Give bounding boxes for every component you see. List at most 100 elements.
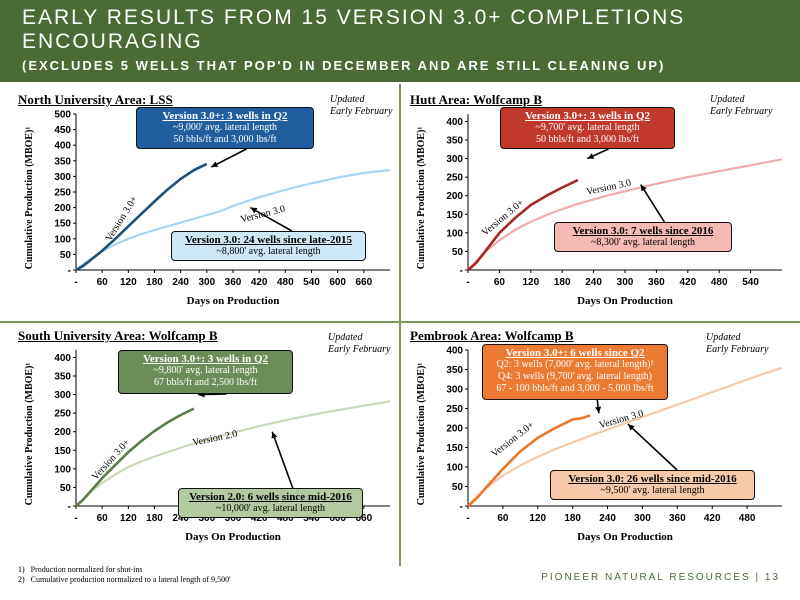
callout-arrow bbox=[640, 184, 666, 223]
x-tick-label: 480 bbox=[277, 277, 294, 288]
x-tick-label: 420 bbox=[679, 277, 696, 288]
y-tick-label: 250 bbox=[54, 188, 71, 199]
chart-svg: - 50 100 150 200 250 300 350 400 - 60 120 180 240 300 3… bbox=[416, 114, 783, 307]
y-tick-label: - bbox=[68, 266, 71, 277]
series-label: Version 3.0+ bbox=[489, 419, 536, 459]
x-tick-label: 240 bbox=[172, 277, 189, 288]
panel-title: Hutt Area: Wolfcamp B bbox=[410, 92, 543, 107]
updated-note: Updated Early February bbox=[706, 332, 769, 355]
y-tick-label: 50 bbox=[60, 250, 72, 261]
panel-hutt: Hutt Area: Wolfcamp B Updated Early Febru… bbox=[410, 92, 800, 324]
callout-line: ~8,800' avg. lateral length bbox=[216, 246, 321, 257]
x-tick-label: 60 bbox=[494, 277, 506, 288]
callout-line: ~10,000' avg. lateral length bbox=[215, 503, 326, 514]
x-tick-label: 420 bbox=[704, 513, 721, 524]
x-tick-label: 360 bbox=[225, 277, 242, 288]
y-tick-label: 300 bbox=[54, 390, 71, 401]
y-tick-label: 200 bbox=[54, 203, 71, 214]
x-tick-label: 60 bbox=[97, 277, 109, 288]
callout-box: Version 3.0+: 3 wells in Q2 ~9,000' avg. … bbox=[136, 107, 314, 149]
x-tick-label: 180 bbox=[146, 513, 163, 524]
panel-pembrook: Pembrook Area: Wolfcamp B Updated Early F… bbox=[410, 328, 800, 560]
callout-arrow bbox=[210, 148, 247, 168]
updated-note: Updated Early February bbox=[330, 94, 393, 117]
callout-line: ~9,700' avg. lateral length bbox=[535, 122, 640, 133]
x-tick-label: 240 bbox=[585, 277, 602, 288]
x-tick-label: 600 bbox=[329, 513, 346, 524]
page-number: 13 bbox=[764, 572, 780, 583]
footnotes: 1) Production normalized for shut-ins 2) C… bbox=[18, 565, 237, 585]
x-tick-label: 540 bbox=[303, 277, 320, 288]
x-tick-label: 480 bbox=[277, 513, 294, 524]
callout-box: Version 3.0+: 3 wells in Q2 ~9,700' avg. … bbox=[500, 107, 675, 149]
y-tick-label: 400 bbox=[54, 141, 71, 152]
footnote-1: 1) Production normalized for shut-ins bbox=[18, 565, 143, 574]
callout-box: Version 3.0: 26 wells since mid-2016 ~9,5… bbox=[550, 470, 755, 500]
callout-arrow bbox=[627, 423, 678, 471]
y-tick-label: 400 bbox=[54, 353, 71, 364]
callout-title: Version 3.0+: 6 wells since Q2 bbox=[505, 347, 645, 359]
x-tick-label: 180 bbox=[564, 513, 581, 524]
series-line bbox=[467, 178, 579, 271]
y-axis-label: Cumulative Production (MBOE)¹ bbox=[24, 127, 35, 270]
x-tick-label: 240 bbox=[599, 513, 616, 524]
series-line bbox=[467, 414, 591, 507]
callout-title: Version 3.0+: 3 wells in Q2 bbox=[162, 110, 288, 122]
x-tick-label: 540 bbox=[742, 277, 759, 288]
y-tick-label: 400 bbox=[446, 346, 463, 357]
panel-south-university: South University Area: Wolfcamp B Update… bbox=[18, 328, 408, 560]
x-tick-label: 180 bbox=[146, 277, 163, 288]
callout-title: Version 3.0: 7 wells since 2016 bbox=[572, 225, 714, 237]
y-tick-label: 300 bbox=[446, 385, 463, 396]
callout-arrowhead bbox=[640, 184, 647, 192]
series-label: Version 3.0+ bbox=[480, 197, 527, 239]
y-tick-label: 150 bbox=[446, 443, 463, 454]
y-tick-label: 500 bbox=[54, 110, 71, 121]
y-tick-label: 200 bbox=[54, 427, 71, 438]
y-tick-label: - bbox=[460, 266, 463, 277]
footer-separator: | bbox=[755, 572, 761, 583]
y-tick-label: 150 bbox=[54, 219, 71, 230]
callout-arrowhead bbox=[211, 161, 219, 168]
callout-box: Version 3.0+: 6 wells since Q2 Q2: 3 well… bbox=[482, 344, 668, 400]
vertical-divider bbox=[399, 84, 401, 566]
y-tick-label: 300 bbox=[446, 154, 463, 165]
panel-north-university: North University Area: LSS Updated Early … bbox=[18, 92, 408, 324]
y-tick-label: - bbox=[460, 502, 463, 513]
series-line bbox=[467, 158, 783, 271]
callout-arrowhead bbox=[271, 431, 278, 439]
callout-line: ~9,000' avg. lateral length bbox=[172, 122, 278, 133]
slide-title: EARLY RESULTS FROM 15 VERSION 3.0+ COMPL… bbox=[22, 6, 686, 53]
callout-arrowhead bbox=[587, 153, 595, 159]
footer: PIONEER NATURAL RESOURCES | 13 bbox=[541, 572, 780, 583]
series-label: Version 2.0 bbox=[192, 428, 239, 448]
x-tick-label: 360 bbox=[669, 513, 686, 524]
y-tick-label: 200 bbox=[446, 424, 463, 435]
y-tick-label: 250 bbox=[446, 173, 463, 184]
updated-note: Updated Early February bbox=[710, 94, 773, 117]
x-tick-label: 540 bbox=[303, 513, 320, 524]
series-line bbox=[75, 169, 391, 271]
panel-title: Pembrook Area: Wolfcamp B bbox=[410, 328, 574, 343]
x-tick-label: 600 bbox=[329, 277, 346, 288]
series-label: Version 3.0+ bbox=[90, 437, 133, 483]
x-tick-label: - bbox=[466, 513, 469, 524]
callout-line: 67 - 100 bbls/ft and 3,000 - 5,000 lbs/f… bbox=[496, 383, 654, 394]
series-label: Version 3.0 bbox=[598, 408, 645, 431]
y-tick-label: 50 bbox=[452, 482, 464, 493]
horizontal-divider bbox=[0, 321, 800, 323]
x-tick-label: 120 bbox=[522, 277, 539, 288]
y-tick-label: 400 bbox=[446, 117, 463, 128]
x-tick-label: 120 bbox=[120, 277, 137, 288]
series-line bbox=[75, 400, 391, 507]
x-tick-label: 300 bbox=[634, 513, 651, 524]
y-tick-label: 300 bbox=[54, 172, 71, 183]
x-tick-label: 480 bbox=[739, 513, 756, 524]
y-tick-label: 350 bbox=[54, 372, 71, 383]
y-axis-label: Cumulative Production (MBOE)¹ bbox=[24, 363, 35, 506]
callout-title: Version 3.0: 26 wells since mid-2016 bbox=[568, 473, 737, 485]
callout-arrowhead bbox=[595, 406, 602, 414]
x-tick-label: 300 bbox=[617, 277, 634, 288]
y-tick-label: 350 bbox=[54, 156, 71, 167]
x-tick-label: - bbox=[466, 277, 469, 288]
